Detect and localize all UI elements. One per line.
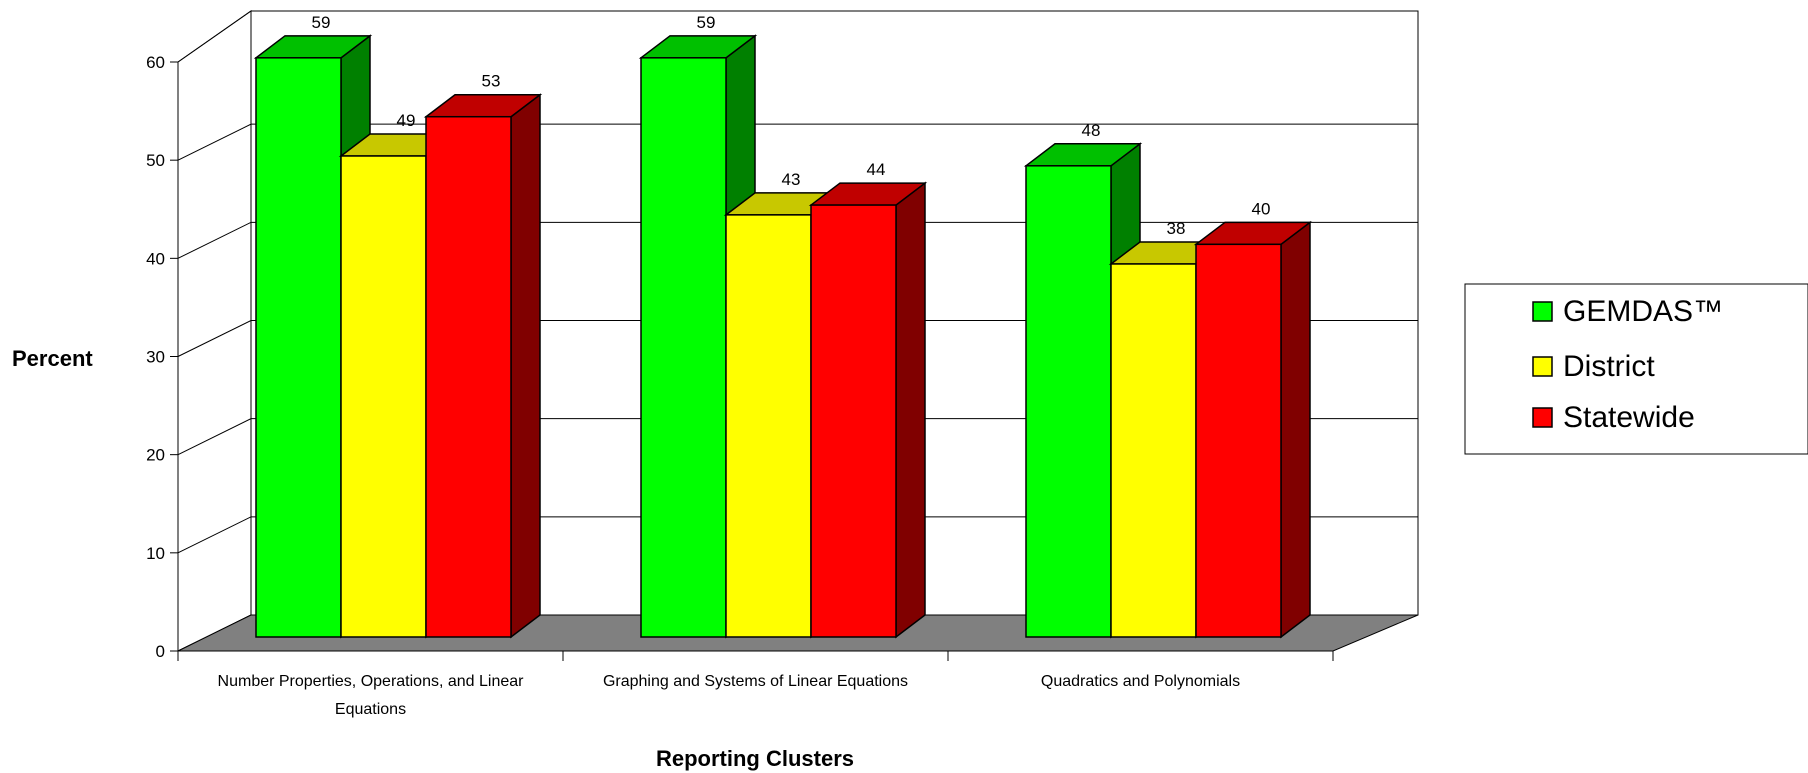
y-tick-label: 60 (146, 53, 165, 72)
bar-front (725, 214, 812, 638)
data-label: 44 (867, 160, 886, 179)
bar-side (1280, 220, 1311, 639)
bar-side (895, 181, 926, 639)
bar-front (425, 115, 512, 638)
legend-swatch-district (1532, 356, 1553, 377)
y-tick-label: 30 (146, 348, 165, 367)
y-axis: 0 10 20 30 40 50 60 (146, 53, 179, 661)
bar-statewide-1 (808, 181, 928, 639)
y-tick-label: 50 (146, 151, 165, 170)
data-label: 59 (697, 13, 716, 32)
data-label: 59 (312, 13, 331, 32)
bar-front (810, 204, 897, 638)
y-tick-label: 10 (146, 544, 165, 563)
bar-front (255, 57, 342, 638)
data-label: 53 (482, 72, 501, 91)
legend-item-statewide: Statewide (1532, 401, 1695, 434)
data-label: 40 (1252, 199, 1271, 218)
gridline (177, 123, 1418, 161)
y-tick-label: 20 (146, 446, 165, 465)
legend-box (1464, 283, 1808, 455)
x-category-label: Graphing and Systems of Linear Equations (603, 673, 908, 690)
bar-statewide-2 (1193, 220, 1313, 639)
side-wall (177, 10, 252, 652)
y-tick-label: 40 (146, 249, 165, 268)
data-label: 43 (782, 170, 801, 189)
legend-label-statewide: Statewide (1563, 401, 1695, 434)
legend-swatch-statewide (1532, 407, 1553, 428)
x-axis-title: Reporting Clusters (656, 746, 854, 771)
y-tick-label: 0 (156, 642, 165, 661)
legend-label-district: District (1563, 350, 1655, 383)
data-label: 38 (1167, 219, 1186, 238)
data-label: 48 (1082, 121, 1101, 140)
gridline (177, 10, 1418, 63)
data-labels: 59 49 53 59 43 44 48 38 40 (312, 13, 1271, 238)
bar-front (1025, 165, 1112, 638)
bar-front (640, 57, 727, 638)
bar-front (340, 155, 427, 638)
bar-side (510, 93, 541, 639)
x-category-label: Equations (335, 701, 406, 718)
legend-item-gemdas: GEMDAS™ (1532, 295, 1723, 328)
bar-front (1110, 263, 1197, 638)
bars (253, 34, 1313, 639)
x-axis: Number Properties, Operations, and Linea… (177, 650, 1334, 718)
data-label: 49 (397, 111, 416, 130)
x-category-label: Number Properties, Operations, and Linea… (218, 673, 525, 690)
bar-front (1195, 243, 1282, 638)
legend: GEMDAS™ District Statewide (1464, 283, 1808, 455)
legend-item-district: District (1532, 350, 1655, 383)
legend-label-gemdas: GEMDAS™ (1563, 295, 1723, 328)
legend-swatch-gemdas (1532, 301, 1553, 322)
y-axis-title: Percent (12, 346, 93, 371)
bar-statewide-0 (423, 93, 543, 639)
x-category-label: Quadratics and Polynomials (1041, 673, 1240, 690)
